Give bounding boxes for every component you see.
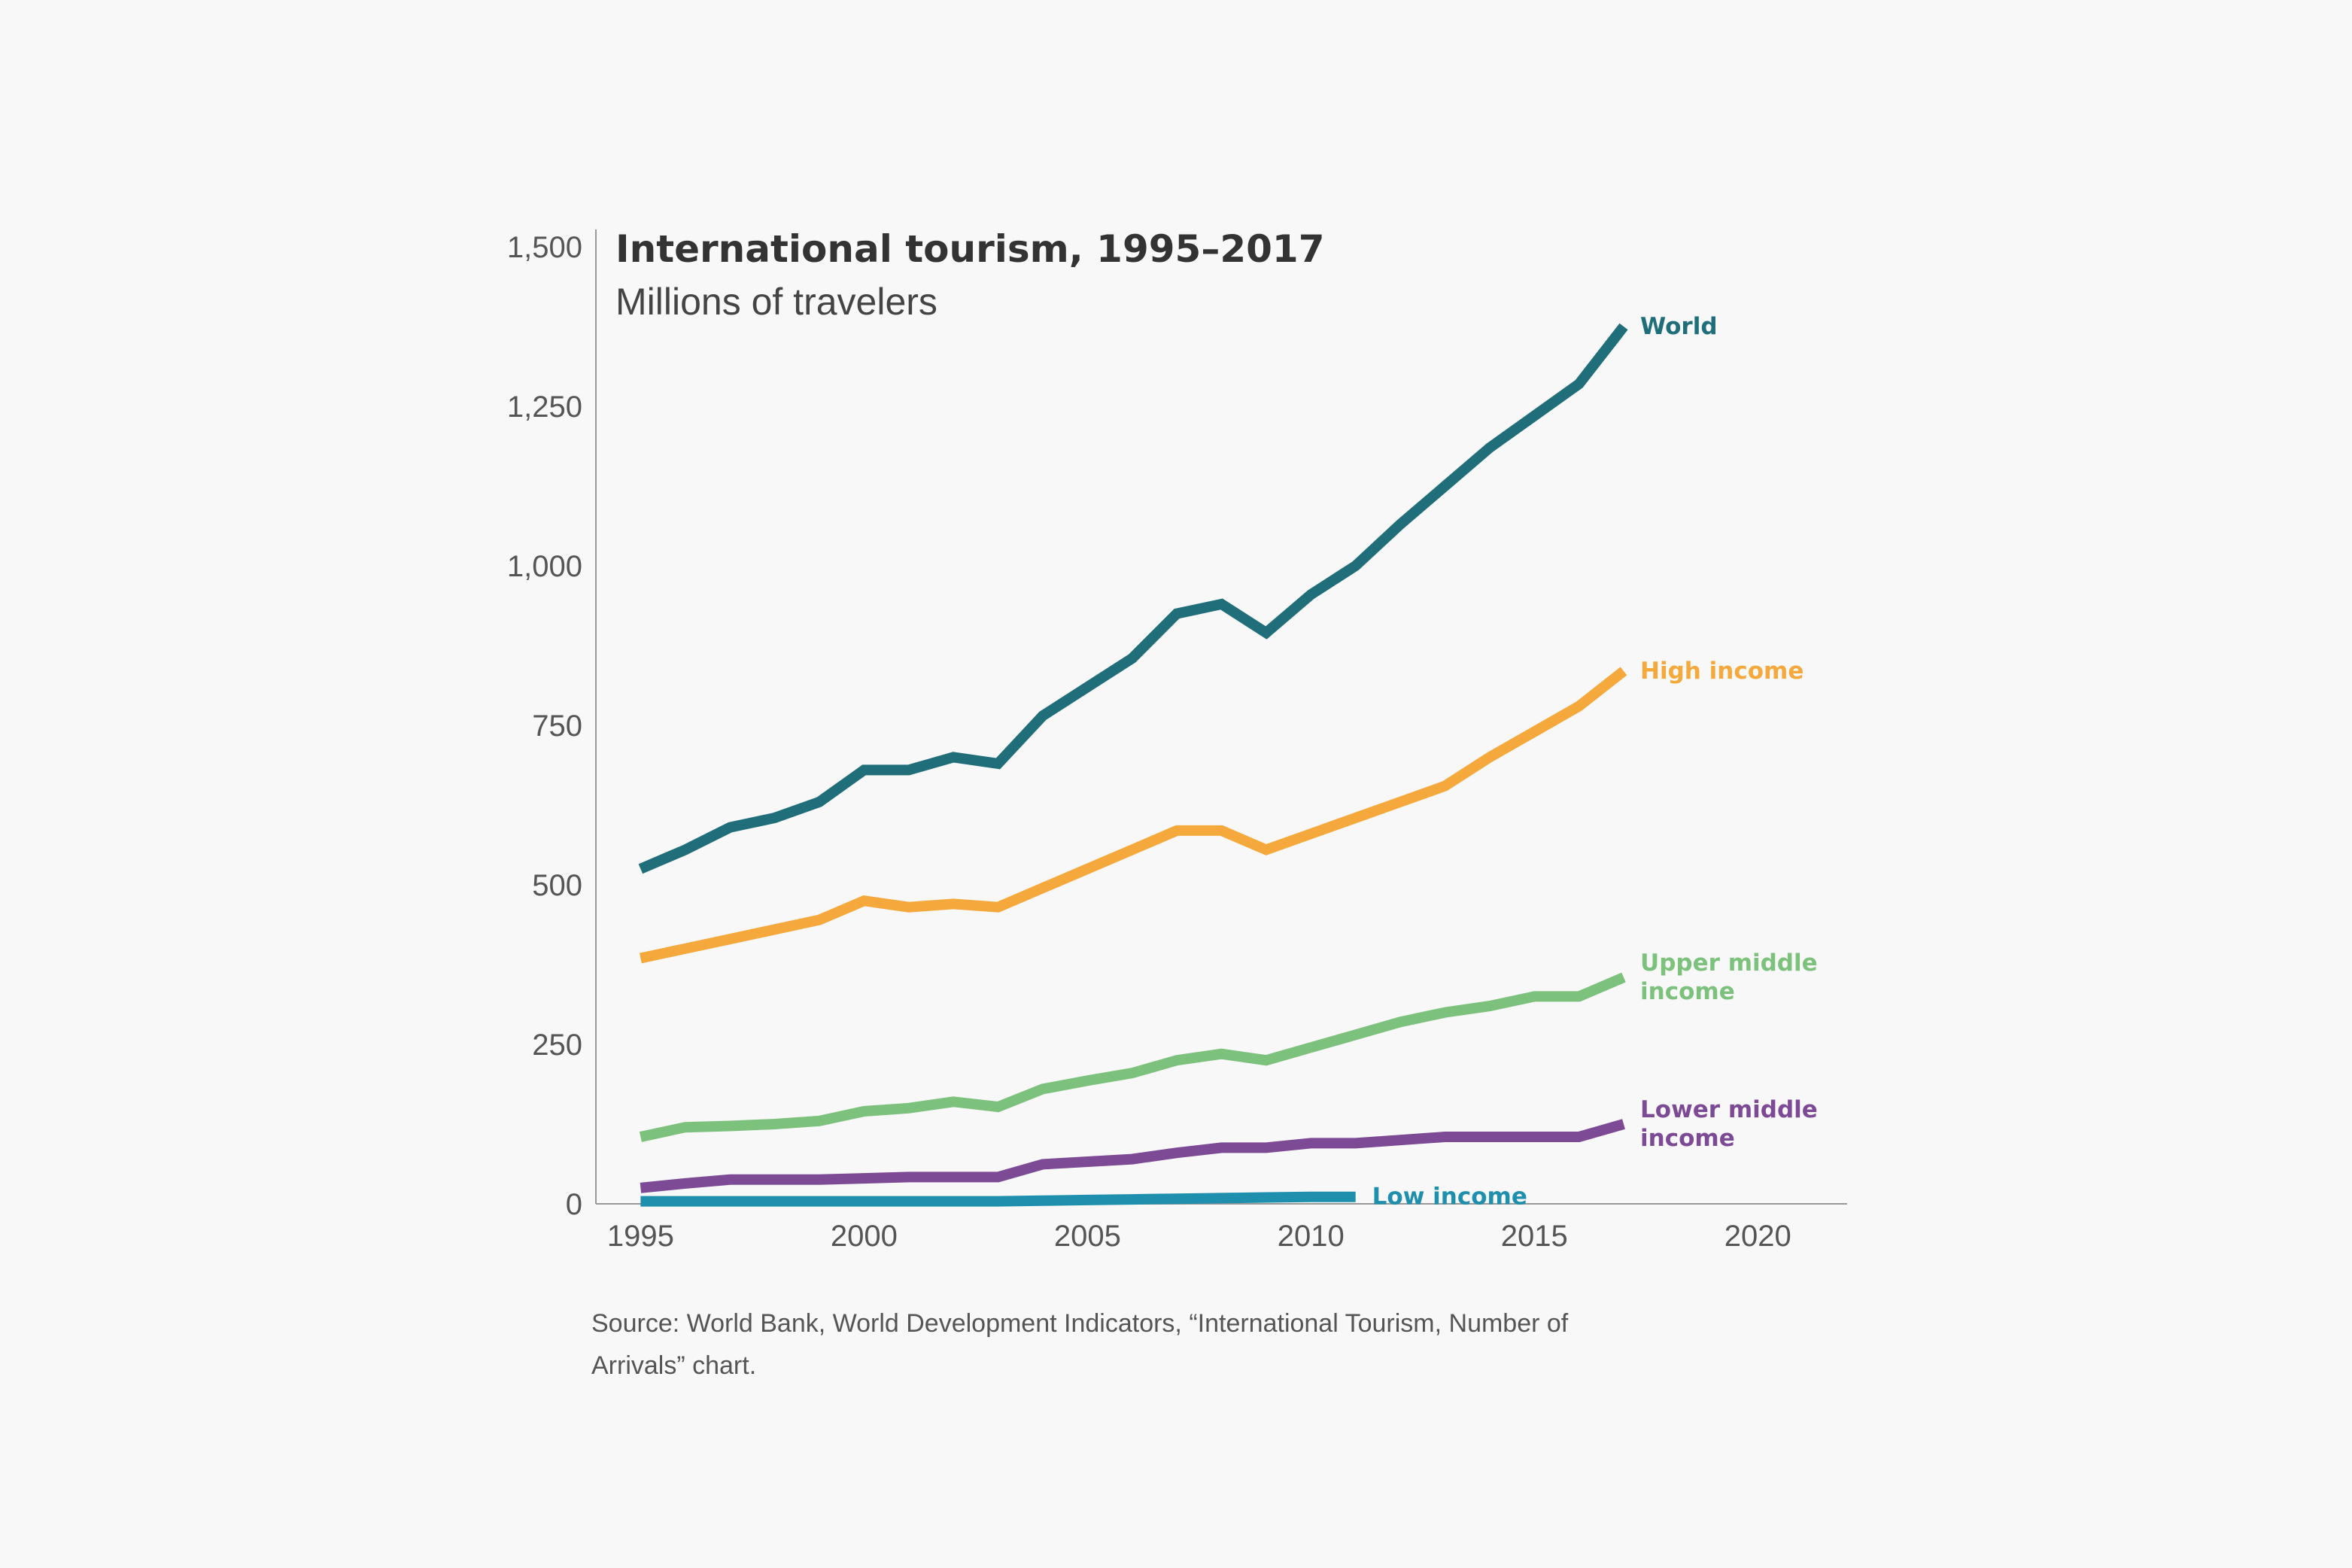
y-tick-label: 250 [532,1029,582,1062]
series-label-lower-middle-income: Lower middle income [1640,1096,1818,1152]
series-label-low-income: Low income [1372,1184,1527,1211]
x-tick-label: 2020 [1724,1220,1791,1253]
source-note-line-2: Arrivals” chart. [591,1351,756,1380]
series-line-lower-middle-income [640,1119,1625,1193]
source-note-line-1: Source: World Bank, World Development In… [591,1309,1569,1338]
y-tick-label: 1,250 [507,390,582,424]
x-tick-label: 1995 [607,1220,674,1253]
x-tick-label: 2000 [831,1220,898,1253]
y-axis-ticks: 0 250 500 750 1,000 1,250 1,500 [507,231,582,1221]
series-labels: World High income Upper middle income Lower … [1372,313,1818,1211]
y-tick-label: 750 [532,710,582,743]
series-line-world [638,323,1628,874]
x-tick-label: 2005 [1054,1220,1121,1253]
series-label-high-income: High income [1640,658,1804,685]
y-tick-label: 1,500 [507,231,582,264]
series-label-upper-middle-income: Upper middle income [1640,950,1818,1005]
series-label-world: World [1640,313,1718,340]
chart-subtitle: Millions of travelers [615,281,937,323]
series-line-upper-middle-income [639,972,1626,1142]
y-tick-label: 500 [532,869,582,902]
series-line-low-income [640,1191,1356,1207]
y-tick-label: 0 [566,1188,582,1221]
x-tick-label: 2015 [1501,1220,1568,1253]
x-tick-label: 2010 [1278,1220,1345,1253]
y-tick-label: 1,000 [507,550,582,583]
series-lines [638,323,1628,1207]
x-axis-ticks: 1995 2000 2005 2010 2015 2020 [607,1220,1791,1253]
chart-title: International tourism, 1995–2017 [615,227,1325,271]
series-line-high-income [639,667,1627,964]
